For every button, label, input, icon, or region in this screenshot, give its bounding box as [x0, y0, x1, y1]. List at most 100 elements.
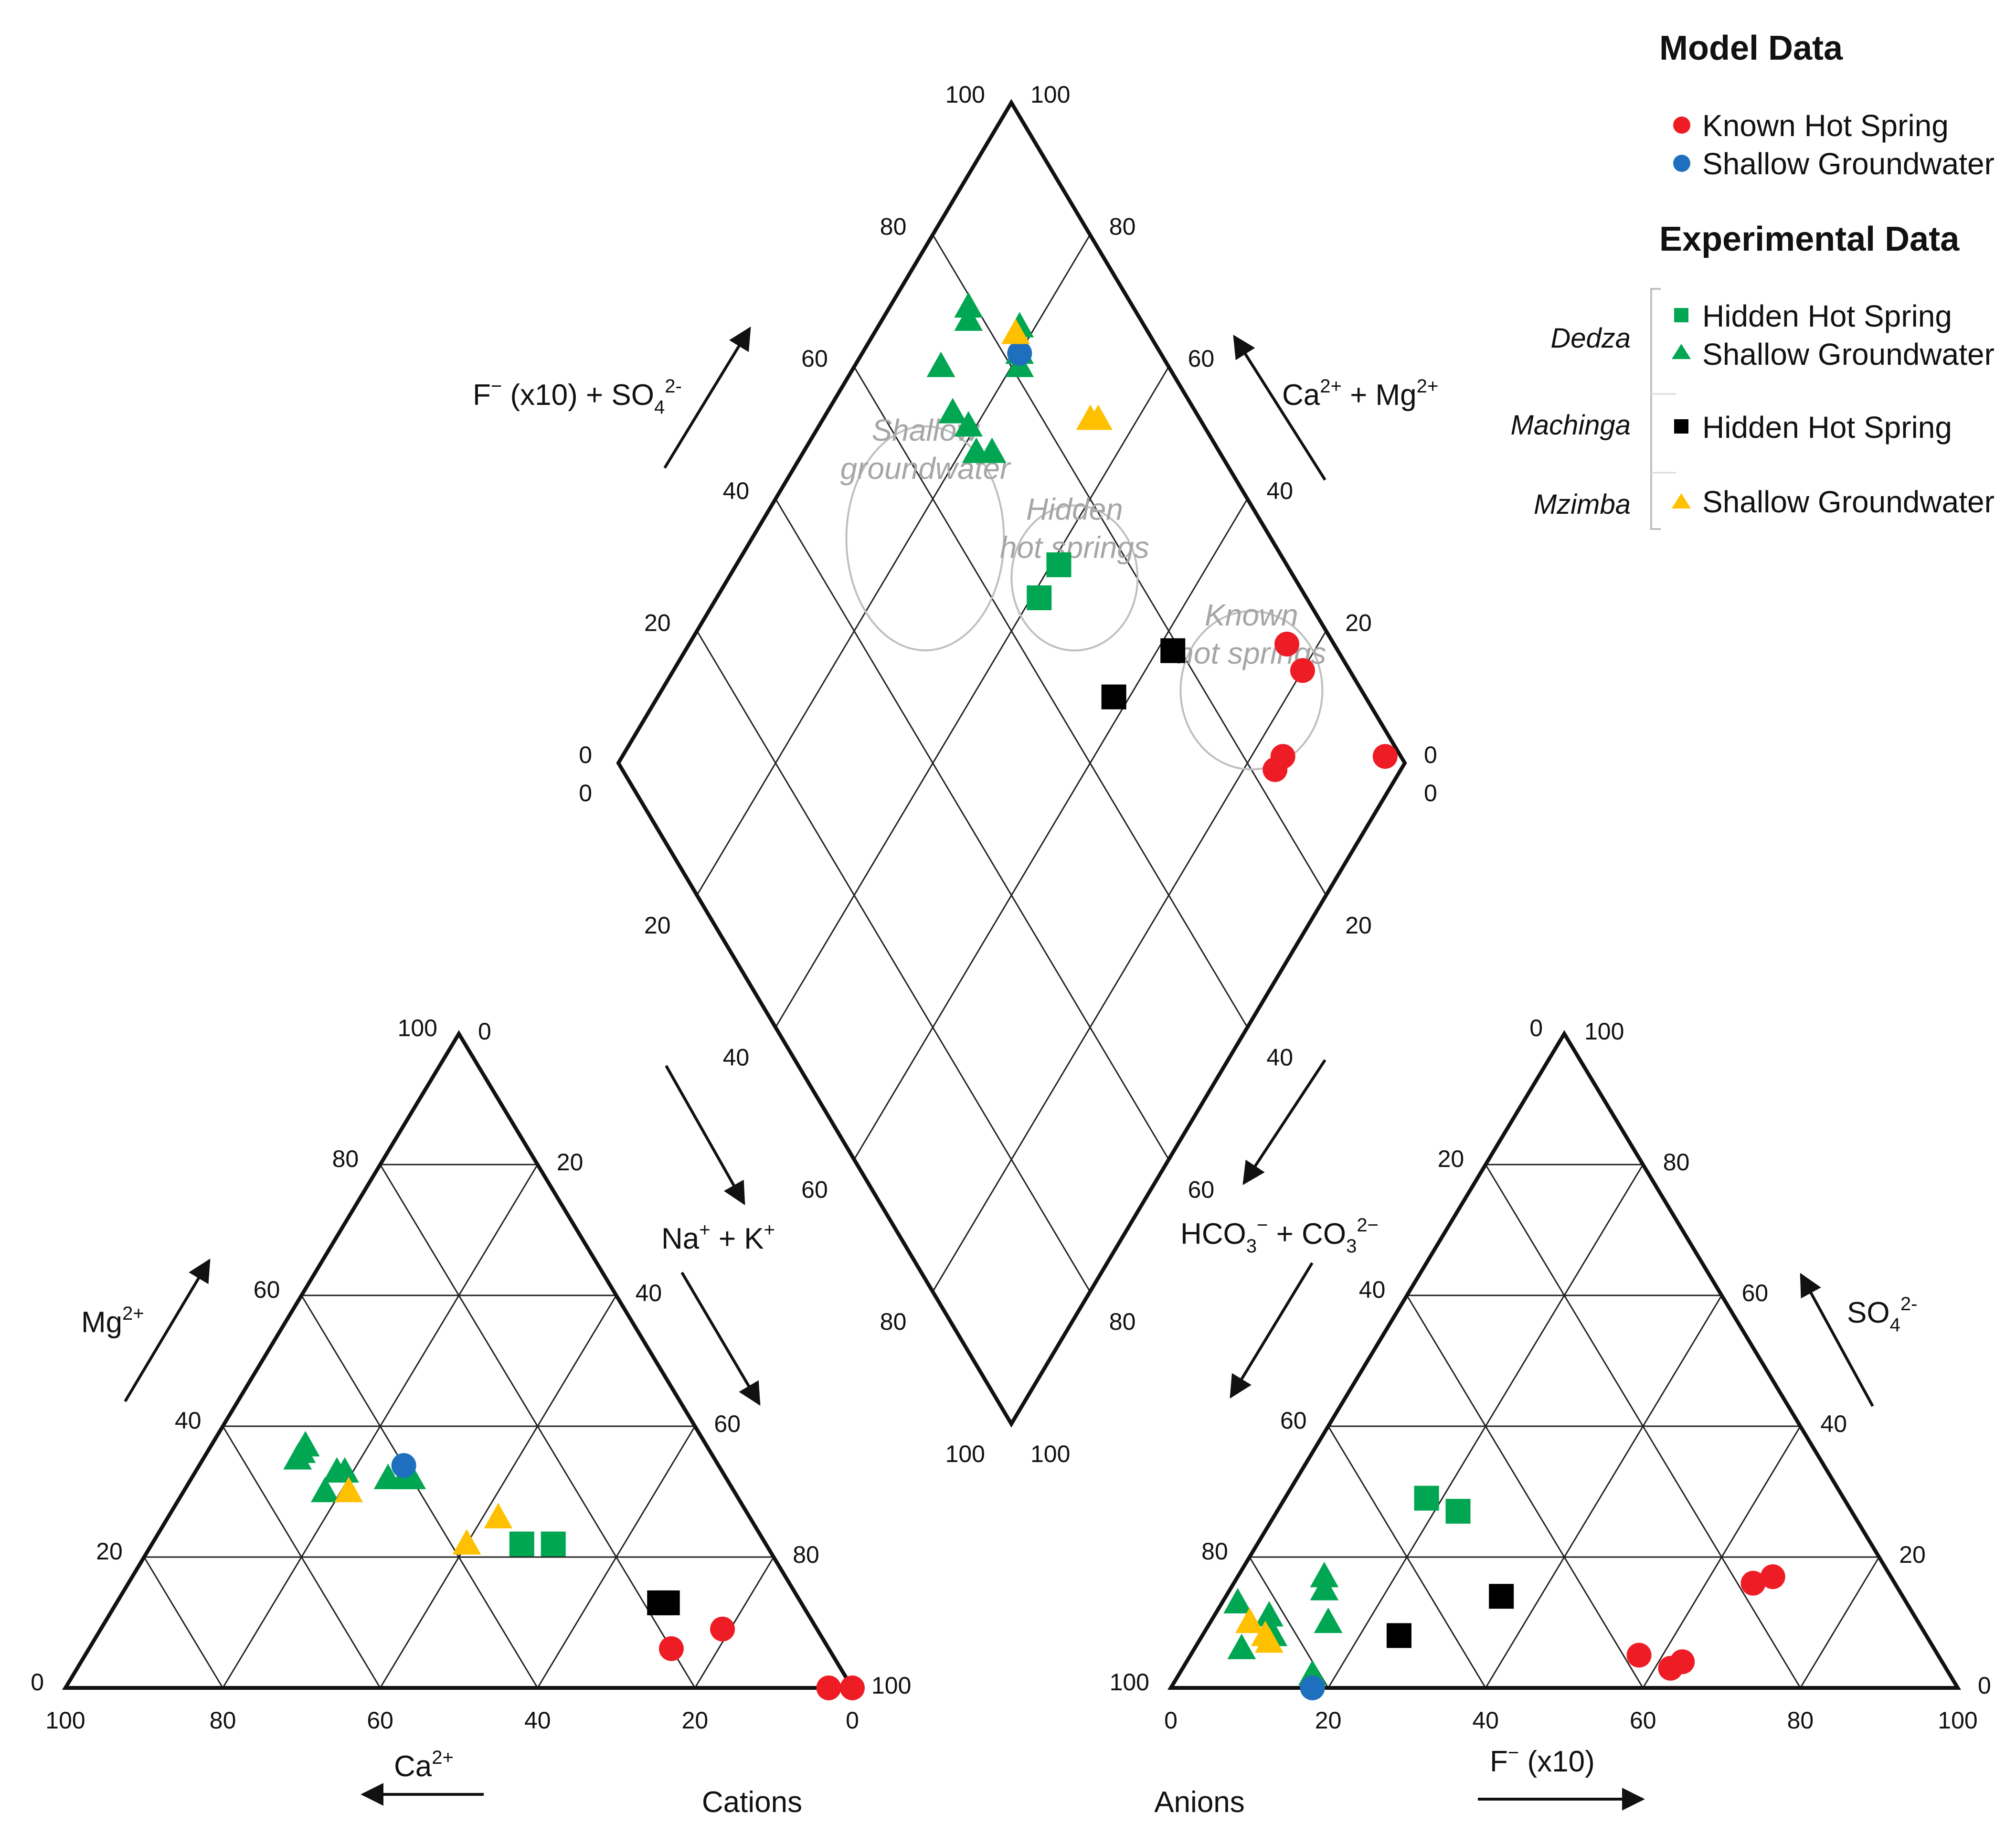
tick-label: 20: [1899, 1541, 1926, 1568]
tick-label: 100: [1584, 1018, 1624, 1045]
data-point-circle: [840, 1675, 865, 1700]
diamond-frame: [616, 99, 1407, 1428]
cations-caption: Cations: [702, 1786, 802, 1819]
tick-label: 0: [478, 1018, 491, 1045]
data-point-triangle: [397, 1463, 426, 1489]
tick-label: 80: [210, 1707, 236, 1734]
legend-known-hot-spring-label: Known Hot Spring: [1702, 108, 1949, 143]
tick-label: 60: [801, 1176, 828, 1203]
region-label: Known: [1205, 598, 1298, 632]
tick-label: 80: [880, 213, 907, 240]
grid-line: [932, 234, 1327, 896]
tick-label: 60: [367, 1707, 393, 1734]
tick-label: 20: [644, 609, 671, 636]
data-point-triangle: [330, 1457, 359, 1483]
data-point-triangle: [954, 411, 983, 437]
grid-line: [696, 630, 1091, 1292]
legend-model-shallow-groundwater-marker: [1673, 155, 1690, 172]
nak-axis-arrow-lower: [680, 1272, 761, 1406]
data-point-square: [1414, 1485, 1439, 1511]
legend-dedza-shallow-groundwater-label: Shallow Groundwater: [1702, 337, 1995, 371]
so4-axis-label: SO42-: [1847, 1293, 1917, 1336]
legend-dedza-hidden-hot-spring-marker: [1674, 308, 1688, 322]
hco3-axis-arrow-lower: [1230, 1262, 1314, 1399]
grid-line: [775, 498, 1169, 1160]
data-point-triangle: [926, 351, 955, 377]
tick-label: 40: [1266, 477, 1293, 504]
region-label: hot springs: [1000, 530, 1149, 565]
legend-group-bracket: [1650, 288, 1661, 530]
grid-line: [1406, 1295, 1644, 1688]
diamond-tick-labels: 0 20 40 60 80 100 0 20 40 60 80 100 0 20 40 60 80 100 0 20 4…: [579, 81, 1437, 1467]
data-point-triangle: [1310, 1561, 1339, 1588]
data-point-circle: [816, 1675, 841, 1700]
tick-label: 80: [880, 1308, 907, 1335]
grid-line: [379, 1295, 617, 1688]
mg-axis-arrow: [124, 1258, 211, 1402]
tick-label: 40: [1472, 1707, 1499, 1734]
legend-group-mzimba: Mzimba: [1534, 489, 1631, 520]
data-point-triangle: [484, 1503, 513, 1528]
grid-line: [694, 1557, 775, 1688]
tick-label: 20: [1315, 1707, 1342, 1734]
data-point-triangle: [954, 305, 983, 331]
grid-line: [1485, 1295, 1722, 1688]
tick-label: 40: [1359, 1276, 1386, 1303]
tick-label: 100: [1110, 1669, 1149, 1696]
legend: Model Data Known Hot Spring Shallow Grou…: [1511, 29, 1995, 530]
region-outline: [1010, 504, 1139, 652]
grid-line: [1485, 1164, 1801, 1688]
tick-label: 40: [1820, 1410, 1847, 1437]
tick-label: 80: [1109, 1308, 1136, 1335]
nak-axis-label: Na+ + K+: [661, 1219, 775, 1255]
hco3-axis-label: HCO3− + CO32−: [1180, 1215, 1379, 1257]
diamond-points: [926, 292, 1398, 782]
legend-mzimba-shallow-groundwater-label: Shallow Groundwater: [1702, 485, 1995, 519]
anion-grid: [1249, 1164, 1880, 1688]
legend-experimental-header: Experimental Data: [1659, 220, 1960, 258]
data-point-square: [1489, 1584, 1514, 1609]
tick-label: 20: [1438, 1145, 1464, 1172]
tick-label: 20: [557, 1149, 584, 1176]
tick-label: 40: [723, 1044, 750, 1071]
data-point-square: [1386, 1623, 1411, 1648]
tick-label: 80: [1787, 1707, 1814, 1734]
data-point-square: [1101, 684, 1126, 710]
tick-label: 20: [96, 1538, 123, 1565]
data-point-triangle: [1001, 318, 1030, 344]
so4-axis-arrow: [1800, 1272, 1874, 1407]
data-point-square: [541, 1531, 566, 1557]
data-point-circle: [1300, 1675, 1325, 1700]
data-point-square: [1027, 585, 1052, 610]
data-point-circle: [1263, 757, 1288, 782]
cation-points: [283, 1431, 865, 1700]
legend-machinga-hidden-hot-spring-label: Hidden Hot Spring: [1702, 410, 1952, 445]
data-point-circle: [1372, 744, 1398, 769]
data-point-circle: [1670, 1649, 1695, 1675]
region-outline: [1179, 610, 1324, 771]
data-point-triangle: [310, 1476, 340, 1503]
tick-label: 40: [723, 477, 750, 504]
tick-label: 60: [801, 345, 828, 372]
diamond-upper-left-label: F− (x10) + SO42-: [473, 376, 682, 418]
diamond-upper-left-arrow: [663, 326, 751, 469]
data-point-triangle: [1227, 1633, 1256, 1659]
legend-model-shallow-groundwater-label: Shallow Groundwater: [1702, 147, 1995, 181]
grid-line: [222, 1164, 539, 1688]
data-point-triangle: [1310, 1575, 1339, 1601]
tick-label: 20: [1345, 912, 1372, 939]
cation-triangle-frame: [62, 1030, 856, 1690]
data-point-triangle: [977, 437, 1007, 463]
tick-label: 20: [644, 912, 671, 939]
tick-label: 60: [1280, 1407, 1307, 1434]
tick-label: 0: [846, 1707, 859, 1734]
data-point-triangle: [954, 292, 983, 318]
tick-label: 60: [714, 1410, 741, 1437]
data-point-square: [509, 1531, 534, 1557]
diamond-grid: [696, 234, 1327, 1292]
tick-label: 100: [1030, 81, 1070, 108]
